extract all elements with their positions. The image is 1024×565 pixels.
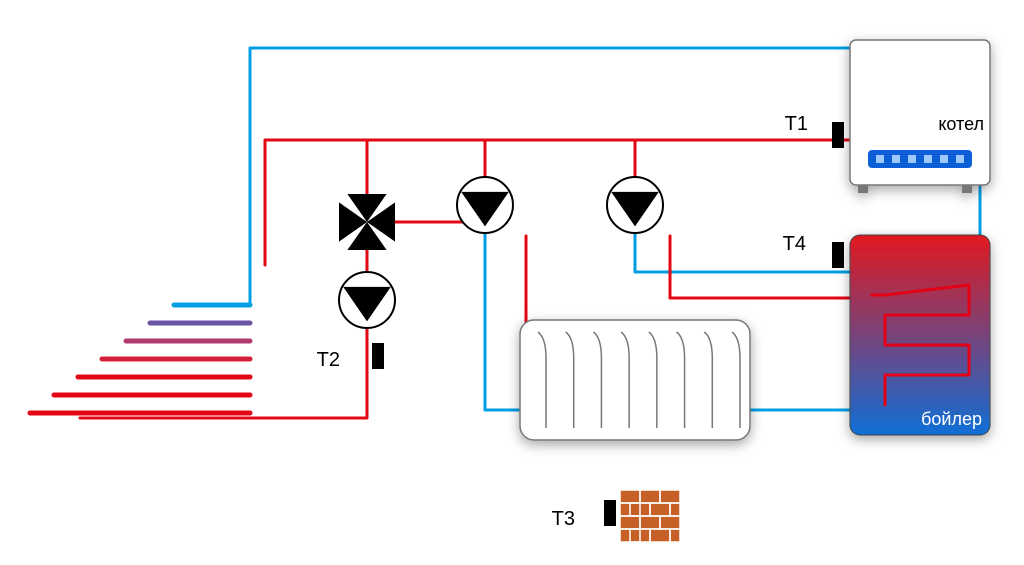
label-boiler: котел <box>938 114 984 134</box>
pump-dhw-loop <box>607 177 663 233</box>
brick-wall <box>620 490 680 542</box>
label-t4: T4 <box>783 233 806 255</box>
dhw-tank <box>850 235 990 435</box>
pump-floor-loop <box>339 272 395 328</box>
radiator <box>520 320 750 440</box>
sensor-t4 <box>832 242 844 268</box>
sensor-t2 <box>372 343 384 369</box>
pipe-hot <box>526 236 620 330</box>
label-t3: T3 <box>552 508 575 530</box>
label-t2: T2 <box>317 349 340 371</box>
sensor-t1 <box>832 122 844 148</box>
pipe-cold <box>635 232 850 272</box>
label-tank: бойлер <box>921 409 982 429</box>
mixing-valve <box>339 194 395 250</box>
pipe-cold <box>250 48 860 305</box>
label-t1: T1 <box>785 113 808 135</box>
sensor-t3 <box>604 500 616 526</box>
pump-radiator-loop <box>457 177 513 233</box>
